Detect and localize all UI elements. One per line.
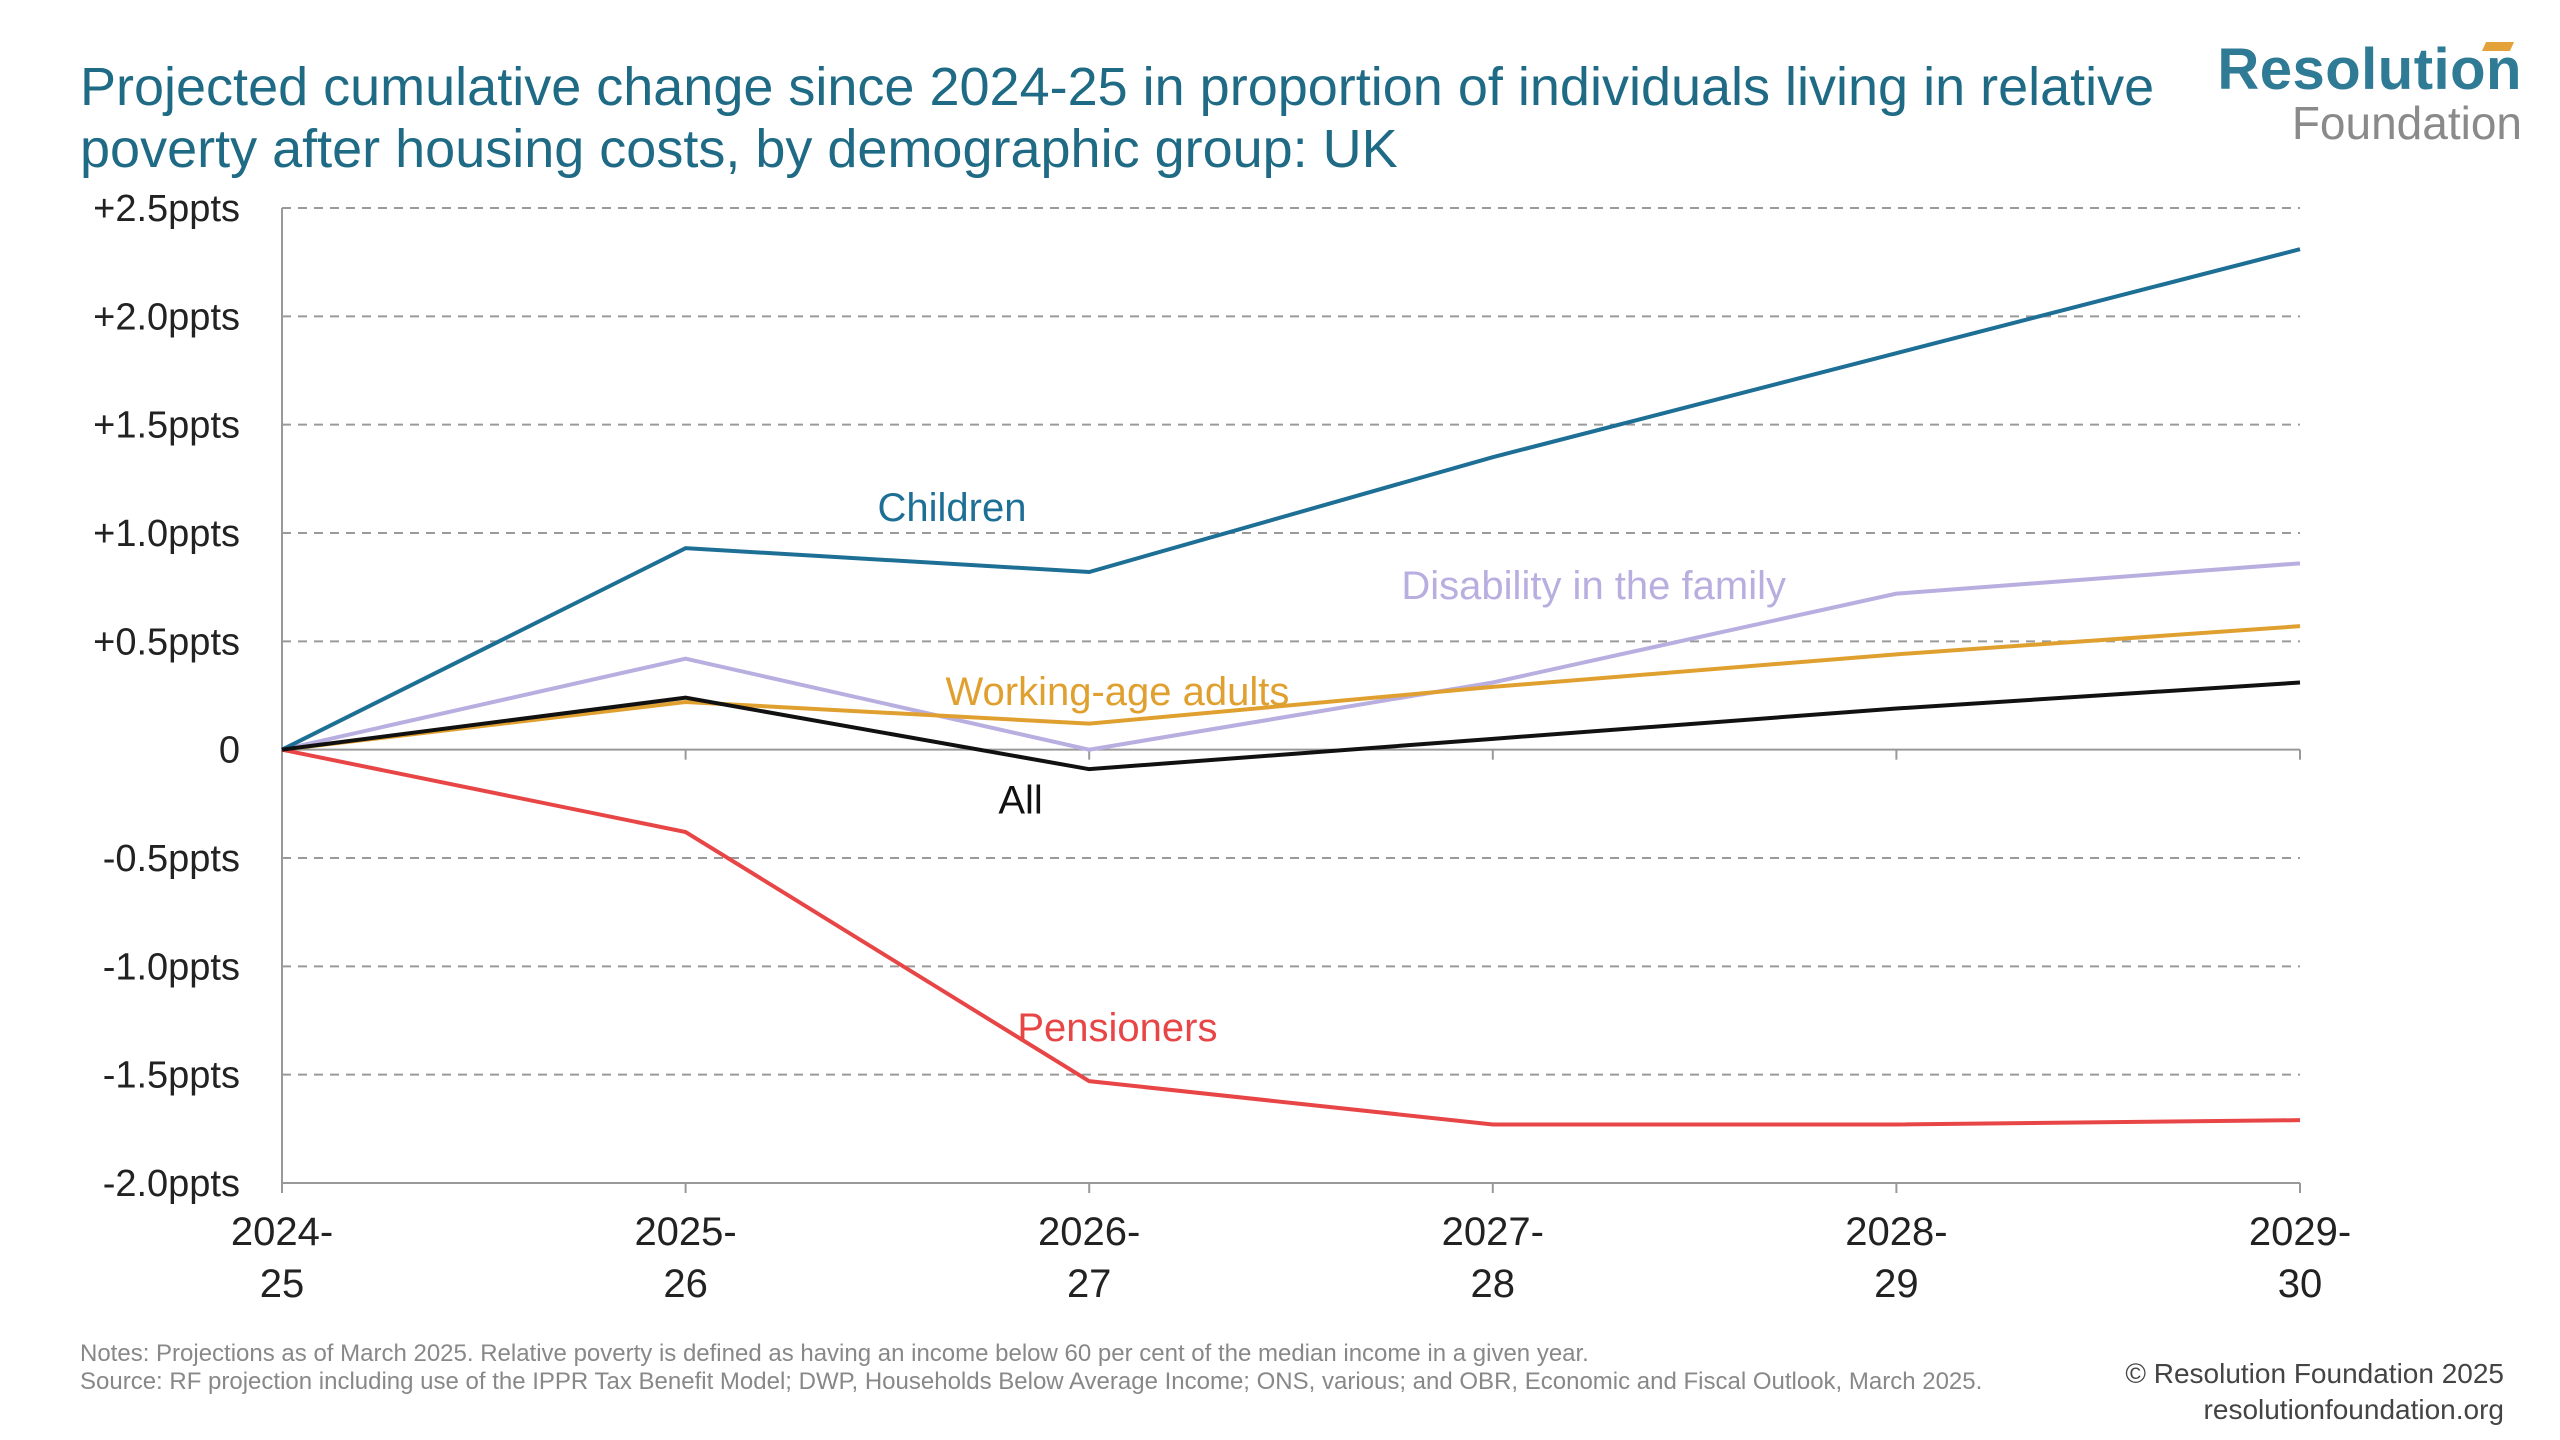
series-line-children <box>281 247 2301 752</box>
x-tick-label: 26 <box>663 1262 708 1306</box>
footer-credit: © Resolution Foundation 2025 resolutionf… <box>2125 1356 2504 1428</box>
axes: +2.5ppts +2.0ppts +1.5ppts +1.0ppts +0.5ppts… <box>93 188 2351 1306</box>
series-label-working-age: Working-age adults <box>946 670 1290 714</box>
resolution-foundation-logo: Resolution Foundation <box>2217 37 2522 149</box>
series-line-all <box>281 680 2301 772</box>
logo-resolution-text: Resolution <box>2217 37 2522 102</box>
y-tick-label: +2.5ppts <box>93 188 240 230</box>
page-title: Projected cumulative change since 2024-2… <box>80 57 2155 179</box>
y-tick-label: +1.0ppts <box>93 513 240 555</box>
series-line-pensioners <box>281 747 2301 1127</box>
x-tick-label: 29 <box>1874 1262 1919 1306</box>
y-tick-label: +1.5ppts <box>93 405 240 447</box>
x-tick-label: 27 <box>1067 1262 1112 1306</box>
x-tick-label: 30 <box>2278 1262 2323 1306</box>
logo-foundation-text: Foundation <box>2291 97 2522 149</box>
x-tick-label: 2024- <box>231 1210 333 1254</box>
y-tick-label: +2.0ppts <box>93 296 240 338</box>
copyright-text: © Resolution Foundation 2025 <box>2125 1358 2504 1389</box>
y-tick-label: -2.0ppts <box>103 1163 240 1205</box>
y-tick-label: -0.5ppts <box>103 838 240 880</box>
y-tick-label: -1.0ppts <box>103 946 240 988</box>
website-link[interactable]: resolutionfoundation.org <box>2203 1394 2504 1425</box>
series-label-pensioners: Pensioners <box>1017 1006 1217 1050</box>
notes-text: Notes: Projections as of March 2025. Rel… <box>80 1340 1589 1367</box>
series-lines <box>281 247 2301 1127</box>
x-tick-label: 25 <box>260 1262 305 1306</box>
y-tick-label: 0 <box>219 730 240 772</box>
chart-notes: Notes: Projections as of March 2025. Rel… <box>80 1340 2120 1396</box>
series-label-all: All <box>998 779 1042 823</box>
y-tick-label: +0.5ppts <box>93 621 240 663</box>
y-tick-label: -1.5ppts <box>103 1055 240 1097</box>
x-tick-label: 2028- <box>1845 1210 1947 1254</box>
x-tick-label: 2029- <box>2249 1210 2351 1254</box>
series-labels: Children Disability in the family Working-… <box>877 486 1785 1050</box>
series-label-disability: Disability in the family <box>1401 564 1786 608</box>
series-line-disability <box>281 561 2301 752</box>
x-tick-label: 28 <box>1471 1262 1516 1306</box>
source-text: Source: RF projection including use of t… <box>80 1368 1983 1395</box>
series-line-working-age <box>281 624 2301 752</box>
x-tick-label: 2025- <box>634 1210 736 1254</box>
series-label-children: Children <box>877 486 1026 530</box>
x-tick-label: 2026- <box>1038 1210 1140 1254</box>
gridlines <box>282 207 2300 1184</box>
x-tick-label: 2027- <box>1442 1210 1544 1254</box>
